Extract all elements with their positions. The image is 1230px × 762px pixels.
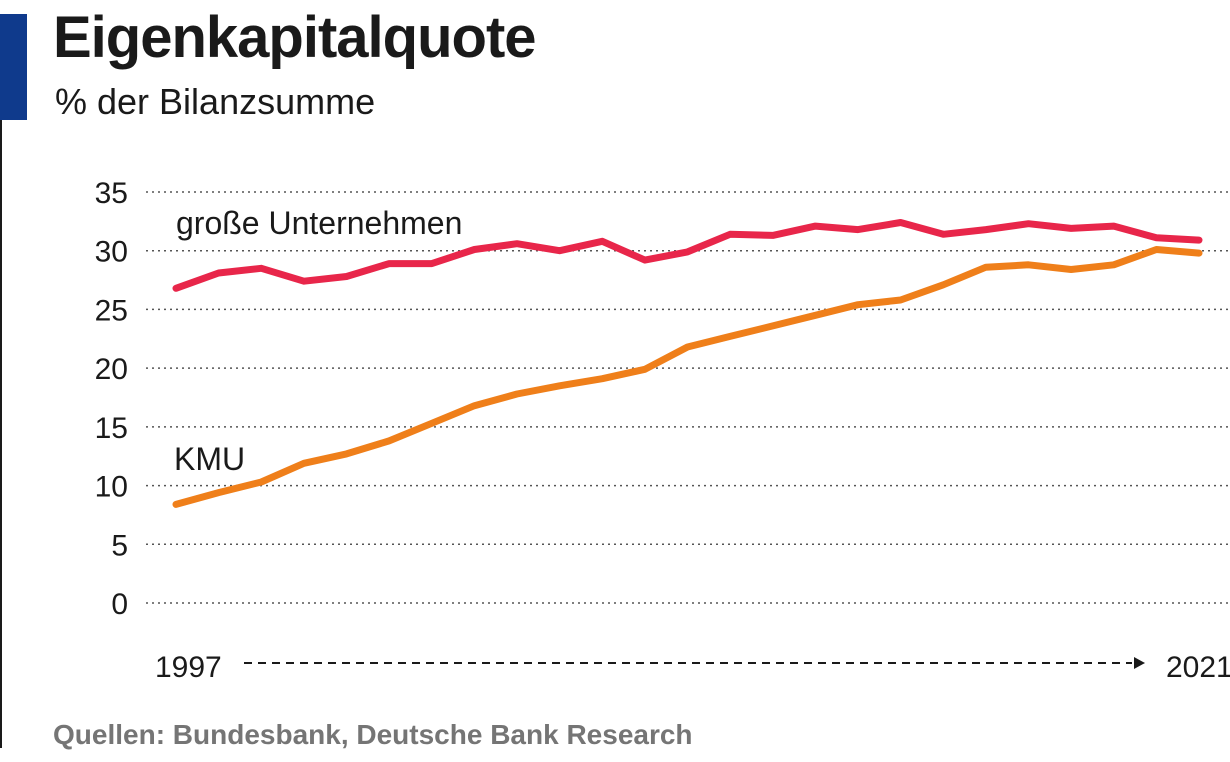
- x-axis: 1997 2021: [155, 651, 1230, 684]
- x-start-label: 1997: [155, 651, 222, 684]
- y-tick-label: 10: [95, 471, 128, 504]
- y-tick-label: 5: [111, 529, 128, 562]
- x-end-label: 2021: [1166, 651, 1230, 684]
- line-kmu: [172, 246, 1203, 508]
- left-rule: [0, 120, 2, 748]
- series-label-grosse-unternehmen: große Unternehmen: [176, 205, 462, 241]
- y-tick-label: 15: [95, 412, 128, 445]
- series-labels: große Unternehmen KMU: [174, 205, 462, 477]
- accent-bar: [0, 14, 27, 120]
- y-axis-ticks: 0 5 10 15 20 25 30 35: [95, 177, 128, 621]
- y-tick-label: 25: [95, 294, 128, 327]
- y-tick-label: 0: [111, 588, 128, 621]
- series-lines: [172, 219, 1203, 508]
- chart-title: Eigenkapitalquote: [53, 5, 537, 70]
- y-tick-label: 35: [95, 177, 128, 210]
- y-tick-label: 20: [95, 353, 128, 386]
- x-axis-arrowhead: [1134, 657, 1145, 669]
- series-label-kmu: KMU: [174, 441, 245, 477]
- y-tick-label: 30: [95, 236, 128, 269]
- line-grosse-unternehmen: [172, 219, 1203, 292]
- source-note: Quellen: Bundesbank, Deutsche Bank Resea…: [53, 719, 693, 750]
- chart-subtitle: % der Bilanzsumme: [55, 81, 376, 122]
